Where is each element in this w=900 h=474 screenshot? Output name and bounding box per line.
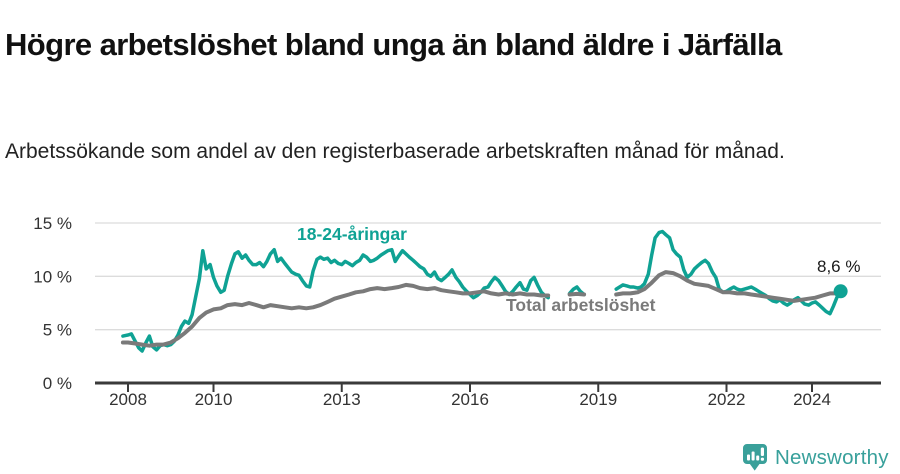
x-tick-label: 2019 xyxy=(579,390,617,409)
x-tick-label: 2022 xyxy=(708,390,746,409)
chart-subtitle: Arbetssökande som andel av den registerb… xyxy=(5,140,785,163)
y-tick-label: 15 % xyxy=(33,214,72,233)
newsworthy-wordmark: Newsworthy xyxy=(775,445,889,469)
y-tick-label: 10 % xyxy=(33,267,72,286)
series-line-1 xyxy=(120,270,843,348)
series-label-young: 18-24-åringar xyxy=(297,224,407,244)
series-label-total: Total arbetslöshet xyxy=(506,295,656,315)
unemployment-line-chart: 2008 2010 2013 2016 2019 2022 2024 0 % 5 % 10 % 15… xyxy=(0,205,900,425)
y-tick-label: 5 % xyxy=(43,321,72,340)
x-tick-label: 2008 xyxy=(109,390,147,409)
page-title: Högre arbetslöshet bland unga än bland ä… xyxy=(5,26,782,62)
x-tick-label: 2024 xyxy=(793,390,831,409)
x-tick-label: 2016 xyxy=(451,390,489,409)
end-point-dot xyxy=(833,284,848,299)
x-tick-label: 2010 xyxy=(195,390,233,409)
chart-canvas: 2008 2010 2013 2016 2019 2022 2024 0 % 5 % 10 % 15… xyxy=(33,214,881,409)
x-tick-label: 2013 xyxy=(323,390,361,409)
newsworthy-logo: Newsworthy xyxy=(742,443,889,472)
newsworthy-speech-bubble-bar-chart-icon xyxy=(742,443,768,472)
y-tick-label: 0 % xyxy=(43,374,72,393)
last-value-annotation: 8,6 % xyxy=(817,257,861,276)
